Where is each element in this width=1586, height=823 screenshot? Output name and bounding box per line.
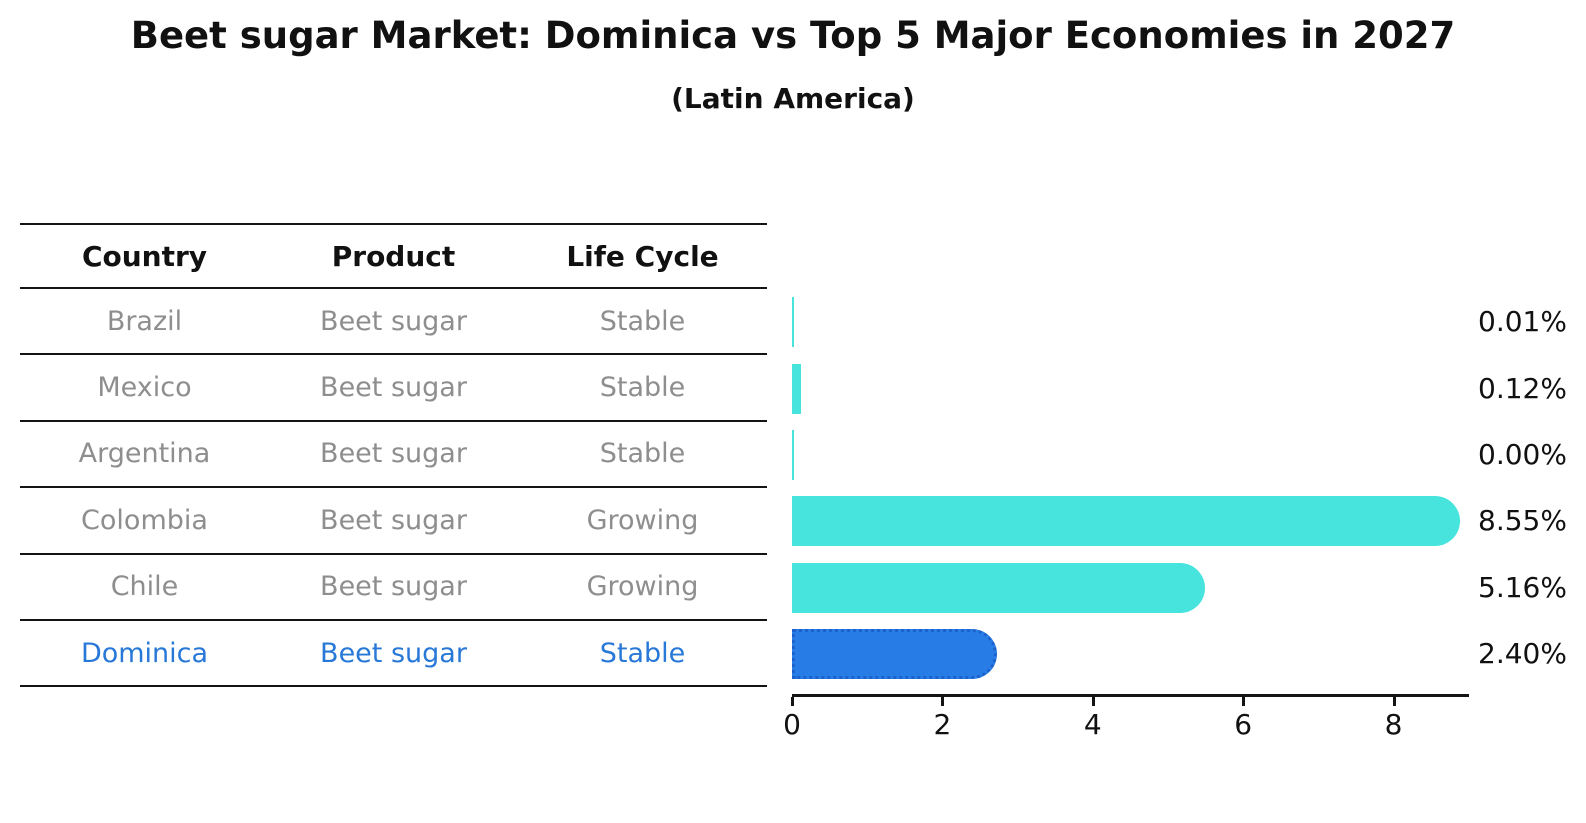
bar-value-label: 0.12% xyxy=(1478,371,1567,405)
chart-title: Beet sugar Market: Dominica vs Top 5 Maj… xyxy=(130,14,1456,57)
bar-brazil xyxy=(792,297,794,348)
x-tick-label: 8 xyxy=(1384,708,1403,741)
bar-value-label: 8.55% xyxy=(1478,504,1567,538)
table-row: Chile Beet sugar Growing xyxy=(20,555,767,621)
x-tick xyxy=(1242,697,1246,706)
table-cell-product: Beet sugar xyxy=(320,305,467,337)
table-cell-product: Beet sugar xyxy=(320,504,467,536)
table-cell-lifecycle: Growing xyxy=(586,571,699,603)
bar-value-label: 0.00% xyxy=(1478,438,1567,471)
country-table: Country Product Life Cycle Brazil Beet su… xyxy=(20,223,767,688)
bar-colombia xyxy=(792,496,1460,547)
table-cell-lifecycle: Stable xyxy=(599,438,686,470)
bar-argentina xyxy=(792,430,794,480)
table-cell-country: Argentina xyxy=(78,438,211,470)
x-tick xyxy=(941,697,945,706)
x-tick-label: 4 xyxy=(1083,708,1102,741)
table-row: Mexico Beet sugar Stable xyxy=(20,355,767,422)
table-cell-product: Beet sugar xyxy=(320,637,467,669)
x-tick xyxy=(1091,697,1095,706)
table-row: Dominica Beet sugar Stable xyxy=(20,621,767,688)
table-cell-lifecycle: Stable xyxy=(599,637,686,669)
x-axis-line xyxy=(792,694,1469,697)
bar-value-label: 0.01% xyxy=(1478,305,1567,339)
table-cell-product: Beet sugar xyxy=(320,571,467,603)
x-tick-label: 2 xyxy=(933,708,952,741)
table-cell-lifecycle: Growing xyxy=(586,504,699,536)
table-cell-country: Mexico xyxy=(97,372,192,404)
table-row: Colombia Beet sugar Growing xyxy=(20,488,767,555)
x-tick xyxy=(791,697,794,706)
x-tick xyxy=(1392,697,1396,706)
x-tick-label: 0 xyxy=(783,708,801,741)
table-cell-lifecycle: Stable xyxy=(599,305,686,337)
bar-chile xyxy=(792,562,1206,613)
bar-mexico xyxy=(792,363,802,414)
table-body: Brazil Beet sugar Stable Mexico Beet sugar St… xyxy=(20,289,767,688)
table-cell-lifecycle: Stable xyxy=(599,372,686,404)
table-header-row: Country Product Life Cycle xyxy=(20,223,767,289)
bar-value-label: 2.40% xyxy=(1478,637,1567,671)
chart-subtitle: (Latin America) xyxy=(671,82,915,115)
bar-value-label: 5.16% xyxy=(1478,570,1567,604)
x-tick-label: 6 xyxy=(1234,708,1253,741)
table-cell-country: Colombia xyxy=(81,504,208,536)
table-header-lifecycle: Life Cycle xyxy=(566,239,719,273)
table-cell-country: Chile xyxy=(110,571,179,603)
highlight-bar-dominica xyxy=(792,629,998,680)
table-cell-product: Beet sugar xyxy=(320,438,467,470)
table-row: Brazil Beet sugar Stable xyxy=(20,289,767,356)
table-header-country: Country xyxy=(81,239,208,273)
table-header-product: Product xyxy=(331,239,456,273)
table-cell-product: Beet sugar xyxy=(320,372,467,404)
table-cell-country: Dominica xyxy=(80,637,209,669)
table-row: Argentina Beet sugar Stable xyxy=(20,422,767,489)
table-cell-country: Brazil xyxy=(106,305,183,337)
